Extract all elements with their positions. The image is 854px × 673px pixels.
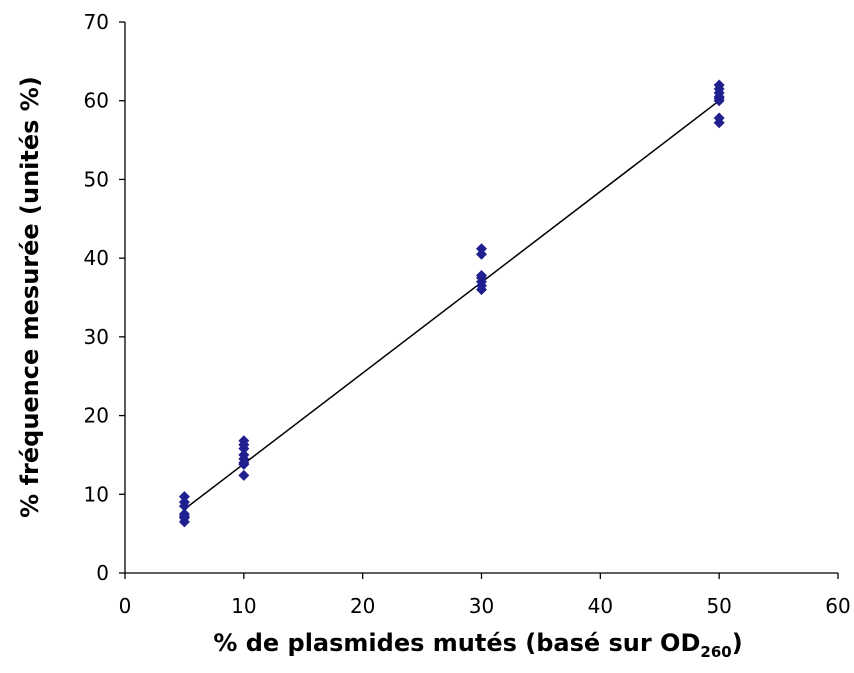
data-point [476, 243, 487, 255]
y-ticks: 0 10 20 30 40 50 60 70 [84, 10, 125, 585]
y-tick-label: 40 [84, 246, 109, 270]
x-tick-label: 0 [119, 594, 132, 618]
data-point [476, 248, 487, 260]
x-tick-label: 10 [231, 594, 256, 618]
x-axis-title-subscript: 260 [700, 643, 731, 661]
y-tick-label: 50 [84, 167, 109, 191]
x-tick-label: 50 [706, 594, 731, 618]
data-point [238, 469, 250, 481]
data-point [476, 269, 487, 281]
x-axis-title: % de plasmides mutés (basé sur OD260) [213, 629, 742, 661]
axes [124, 22, 838, 574]
data-point [713, 92, 725, 104]
data-point [238, 435, 250, 447]
x-tick-label: 30 [469, 594, 494, 618]
data-point [713, 79, 725, 91]
x-axis-title-suffix: ) [732, 629, 743, 657]
y-axis-title: % fréquence mesurée (unités %) [16, 76, 44, 518]
data-point [178, 496, 190, 508]
x-axis-title-main: % de plasmides mutés (basé sur OD [213, 629, 700, 657]
y-tick-label: 60 [84, 89, 109, 113]
y-tick-label: 0 [96, 561, 109, 585]
x-tick-label: 60 [825, 594, 850, 618]
y-tick-label: 70 [84, 10, 109, 34]
y-tick-label: 30 [84, 325, 109, 349]
trend-line [183, 100, 720, 510]
data-point [238, 449, 250, 461]
data-point [238, 458, 250, 470]
x-tick-label: 40 [588, 594, 613, 618]
data-point [713, 112, 725, 124]
x-ticks: 0 10 20 30 40 50 60 [119, 573, 851, 618]
data-points [178, 79, 725, 528]
data-point [178, 510, 190, 522]
data-point [178, 491, 190, 503]
y-tick-label: 10 [84, 482, 109, 506]
x-tick-label: 20 [350, 594, 375, 618]
y-tick-label: 20 [84, 404, 109, 428]
